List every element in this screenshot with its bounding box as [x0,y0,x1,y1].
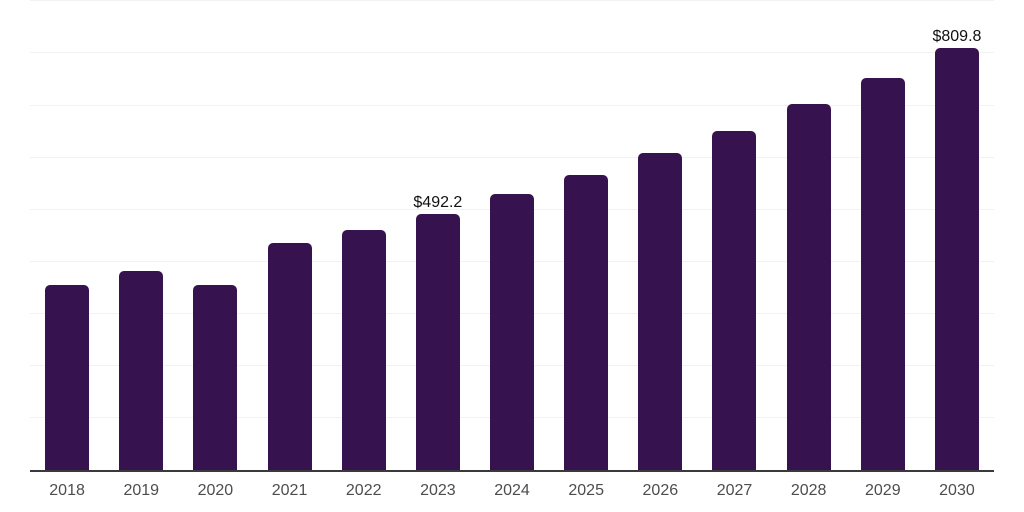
gridline [30,0,994,2]
bar-slot-2022 [327,0,401,470]
x-tick-label-2027: 2027 [716,482,753,499]
bar-2029 [860,78,905,470]
x-tick-label-2028: 2028 [790,482,827,499]
bar-2018 [45,284,90,470]
bar-2020 [193,285,238,470]
bar-slot-2027 [697,0,771,470]
x-axis-labels: 2018 2019 2020 2021 2022 2023 2024 2025 2026 2027… [30,481,994,500]
x-tick-label-2020: 2020 [197,482,234,499]
x-tick-label-2030: 2030 [939,482,975,499]
gridline [30,156,994,158]
bar-2030 [934,48,979,470]
bar-2023 [415,213,460,470]
bar-slot-2030: $809.8 [920,0,994,470]
bar-2019 [119,271,164,470]
x-tick-label-2024: 2024 [494,482,530,499]
bar-slot-2029 [846,0,920,470]
bar-slot-2024 [475,0,549,470]
x-tick-label-2022: 2022 [345,482,382,499]
bar-2028 [786,103,831,470]
bar-2024 [490,194,535,470]
x-tick-label-2019: 2019 [123,482,160,499]
bar-2025 [564,174,609,470]
bars: $492.2 $809.8 [30,0,994,470]
bar-value-label-2030: $809.8 [932,28,982,46]
x-tick-label-2023: 2023 [420,482,456,499]
bar-value-label-2023: $492.2 [413,193,463,211]
x-tick-label-2018: 2018 [49,482,85,499]
x-tick-label-2021: 2021 [271,482,308,499]
bar-slot-2019 [104,0,178,470]
bar-slot-2021 [252,0,326,470]
x-tick-label-2029: 2029 [865,482,901,499]
bar-2027 [712,130,757,470]
bar-2022 [341,230,386,470]
bar-slot-2018 [30,0,104,470]
bar-slot-2023: $492.2 [401,0,475,470]
bar-slot-2026 [623,0,697,470]
bar-slot-2025 [549,0,623,470]
x-tick-label-2025: 2025 [568,482,604,499]
plot-area: $492.2 $809.8 [30,0,994,472]
bar-2021 [267,242,312,470]
bar-2026 [638,153,683,470]
bar-slot-2020 [178,0,252,470]
x-tick-label-2026: 2026 [642,482,679,499]
bar-slot-2028 [772,0,846,470]
gridline [30,52,994,54]
gridline [30,104,994,106]
x-axis-line [30,470,994,472]
